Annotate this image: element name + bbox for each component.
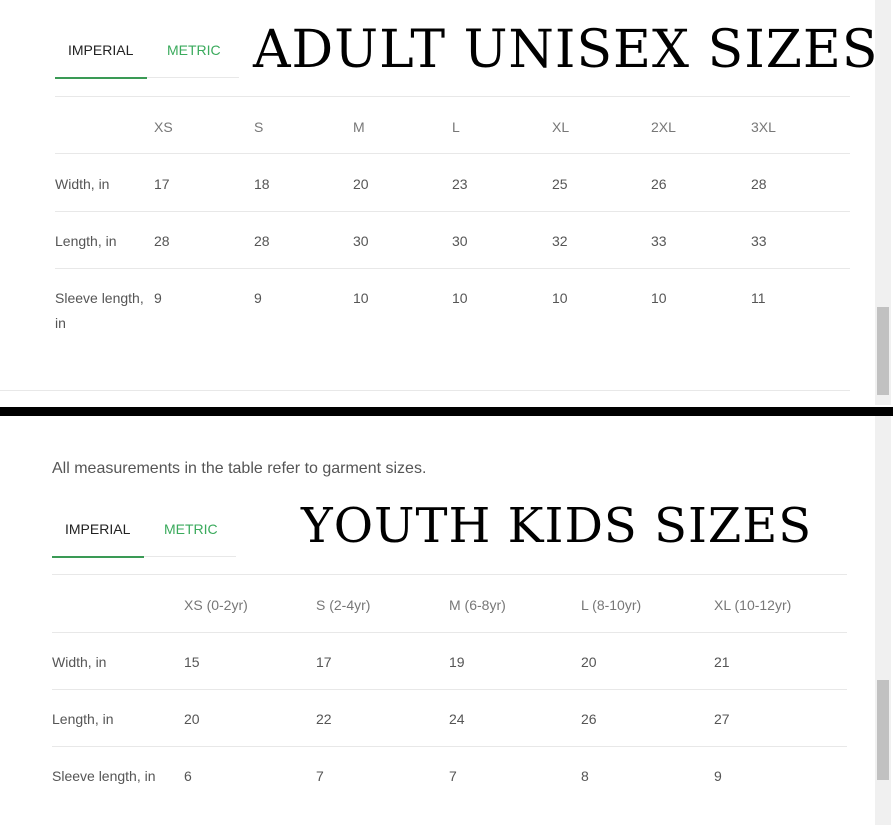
table-cell: 15: [184, 654, 200, 670]
youth-title: YOUTH KIDS SIZES: [301, 498, 813, 554]
table-cell: 6: [184, 768, 192, 784]
column-header: 3XL: [751, 119, 776, 135]
tab-underline: [144, 556, 236, 557]
column-header: XL: [552, 119, 570, 135]
tab-underline: [147, 77, 239, 78]
table-cell: 10: [651, 290, 667, 306]
table-cell: 7: [316, 768, 324, 784]
table-cell: 18: [254, 176, 270, 192]
divider: [0, 390, 850, 391]
active-tab-indicator: [52, 556, 144, 558]
table-cell: 28: [254, 233, 270, 249]
table-cell: 25: [552, 176, 568, 192]
row-divider: [52, 689, 847, 690]
table-cell: 20: [353, 176, 369, 192]
table-cell: 7: [449, 768, 457, 784]
row-divider: [55, 211, 850, 212]
row-divider: [52, 746, 847, 747]
row-divider: [52, 574, 847, 575]
table-cell: 10: [452, 290, 468, 306]
table-cell: 9: [714, 768, 722, 784]
row-label: Sleeve length, in: [55, 290, 144, 331]
scrollbar-track[interactable]: [875, 0, 891, 405]
adult-title: ADULT UNISEX SIZES: [253, 20, 879, 80]
tab-metric[interactable]: METRIC: [164, 521, 218, 537]
row-label: Sleeve length, in: [52, 768, 156, 784]
scrollbar-thumb[interactable]: [877, 680, 889, 780]
table-cell: 17: [316, 654, 332, 670]
column-header: XS (0-2yr): [184, 597, 248, 613]
table-cell: 8: [581, 768, 589, 784]
table-cell: 22: [316, 711, 332, 727]
column-header: XL (10-12yr): [714, 597, 792, 613]
column-header: 2XL: [651, 119, 676, 135]
table-cell: 30: [353, 233, 369, 249]
table-cell: 9: [254, 290, 262, 306]
row-label: Length, in: [52, 711, 114, 727]
table-cell: 20: [581, 654, 597, 670]
table-cell: 9: [154, 290, 162, 306]
row-divider: [55, 153, 850, 154]
table-cell: 21: [714, 654, 730, 670]
table-cell: 27: [714, 711, 730, 727]
column-header: S: [254, 119, 264, 135]
table-cell: 33: [751, 233, 767, 249]
table-cell: 23: [452, 176, 468, 192]
column-header: M: [353, 119, 365, 135]
row-label: Width, in: [55, 176, 110, 192]
column-header: XS: [154, 119, 173, 135]
row-label: Length, in: [55, 233, 117, 249]
table-cell: 24: [449, 711, 465, 727]
active-tab-indicator: [55, 77, 147, 79]
table-cell: 10: [353, 290, 369, 306]
row-divider: [52, 632, 847, 633]
measurement-note: All measurements in the table refer to g…: [52, 460, 427, 477]
table-cell: 20: [184, 711, 200, 727]
column-header: S (2-4yr): [316, 597, 371, 613]
tab-imperial[interactable]: IMPERIAL: [65, 521, 131, 537]
tab-imperial[interactable]: IMPERIAL: [68, 42, 134, 58]
table-cell: 26: [581, 711, 597, 727]
column-header: L (8-10yr): [581, 597, 642, 613]
table-cell: 17: [154, 176, 170, 192]
row-label: Width, in: [52, 654, 107, 670]
table-cell: 26: [651, 176, 667, 192]
table-cell: 30: [452, 233, 468, 249]
scrollbar-thumb[interactable]: [877, 307, 889, 395]
table-cell: 32: [552, 233, 568, 249]
column-header: M (6-8yr): [449, 597, 506, 613]
table-cell: 10: [552, 290, 568, 306]
tab-metric[interactable]: METRIC: [167, 42, 221, 58]
table-cell: 11: [751, 290, 766, 306]
table-cell: 28: [751, 176, 767, 192]
table-cell: 28: [154, 233, 170, 249]
table-cell: 19: [449, 654, 465, 670]
table-cell: 33: [651, 233, 667, 249]
section-divider: [0, 407, 893, 416]
row-divider: [55, 268, 850, 269]
row-divider: [55, 96, 850, 97]
column-header: L: [452, 119, 460, 135]
